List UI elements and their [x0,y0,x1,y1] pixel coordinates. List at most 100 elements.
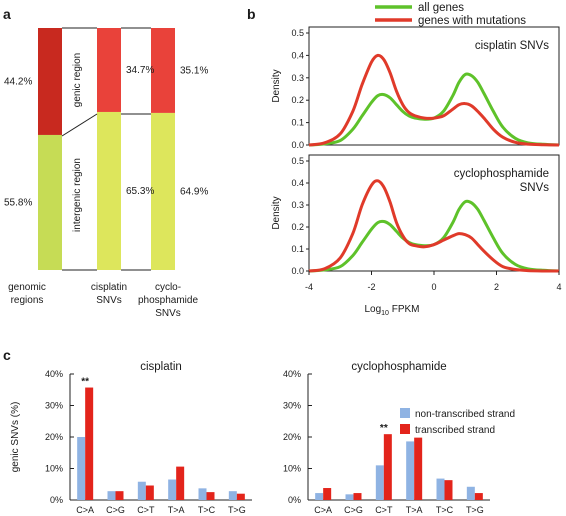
legend-b-label-mutations: genes with mutations [418,15,526,27]
y-tick-label-1-1: 0.1 [291,244,304,254]
x-tick-label-4: 4 [556,282,561,292]
panel-label-a: a [3,6,11,22]
legend-c-label-transcribed: transcribed strand [415,425,495,436]
y-tick-label-0-1: 0.1 [291,118,304,128]
density-line-all-genes-1 [308,199,560,273]
pct-label-genic-1: 34.7% [126,65,154,76]
y-tick-label-0-3: 0.3 [291,73,304,83]
y-tick-label-c-0-4: 40% [45,369,63,379]
panel-label-b: b [247,6,256,22]
y-tick-label-c-1-2: 20% [283,432,301,442]
subplot-title-0-0: cisplatin SNVs [475,40,549,52]
subplot-title-1-0: cyclophosphamide [454,168,549,180]
y-tick-label-c-0-2: 20% [45,432,63,442]
bar-transcribed-1-0 [323,488,332,500]
bar-intergenic-2 [151,112,175,270]
y-tick-label-1-3: 0.3 [291,200,304,210]
category-label-c-1-2: C>T [375,505,393,515]
category-label-0-0: genomic [8,282,46,293]
category-label-c-1-4: T>C [436,505,454,515]
panel-c-strand-bars: genic SNVs (%) cisplatin 0% 10% 20% 30% 40% C>… [10,361,515,515]
category-label-c-0-1: C>G [106,505,125,515]
y-tick-label-1-5: 0.5 [291,156,304,166]
bar-transcribed-1-2 [383,434,392,500]
pct-label-genic-0: 44.2% [4,76,32,87]
legend-c-swatch-blue [400,408,410,418]
density-line-mutations-0 [308,53,560,147]
bar-nontranscribed-0-0 [77,437,86,500]
y-tick-label-1-0: 0.0 [291,266,304,276]
density-line-mutations-1 [308,179,560,273]
category-label-c-1-1: C>G [344,505,363,515]
y-tick-label-c-0-3: 30% [45,401,63,411]
bar-transcribed-1-5 [474,493,483,500]
category-label-c-0-5: T>G [228,505,246,515]
legend-b: all genes genes with mutations [375,2,526,27]
y-axis-label-b-0: Density [271,69,282,102]
y-tick-label-c-1-1: 10% [283,464,301,474]
bar-transcribed-1-1 [353,493,362,500]
x-tick-label-3: 2 [494,282,499,292]
bar-intergenic-0 [38,134,62,270]
category-label-0-1: regions [11,295,44,306]
category-label-c-1-5: T>G [466,505,484,515]
legend-c-swatch-red [400,424,410,434]
genic-region-label: genic region [72,53,83,107]
category-label-2-2: SNVs [155,308,181,319]
x-tick-label-2: 0 [431,282,436,292]
y-tick-label-c-0-1: 10% [45,464,63,474]
bar-genic-0 [38,28,62,135]
panel-b-density-plots: all genes genes with mutations 0.0 0.1 0.2… [271,2,562,317]
panel-label-c: c [3,347,11,363]
bar-nontranscribed-1-1 [345,494,354,500]
bar-intergenic-1 [97,111,121,270]
bar-transcribed-1-3 [414,437,423,500]
panel-a-stacked-bars: genic region intergenic region 44.2% 55.8… [4,27,208,319]
y-tick-label-0-0: 0.0 [291,140,304,150]
bar-nontranscribed-1-3 [406,441,415,500]
subplot-title-c-1: cyclophosphamide [351,361,446,373]
category-label-2-0: cyclo- [155,282,181,293]
subplot-title-1-1: SNVs [520,182,550,194]
bar-transcribed-0-0 [85,387,94,500]
y-tick-label-1-2: 0.2 [291,222,304,232]
legend-c: non-transcribed strand transcribed stran… [400,408,515,436]
category-label-c-1-3: T>A [406,505,423,515]
bar-nontranscribed-0-2 [137,481,146,500]
y-axis-label-b-1: Density [271,196,282,229]
bar-nontranscribed-1-5 [466,486,475,500]
bracket-divider [61,113,98,137]
bar-transcribed-1-4 [444,480,453,500]
category-label-c-0-4: T>C [198,505,216,515]
y-tick-label-c-1-3: 30% [283,401,301,411]
bar-nontranscribed-0-1 [107,491,116,500]
bar-nontranscribed-0-5 [228,491,237,500]
y-tick-label-0-4: 0.4 [291,50,304,60]
subplot-title-c-0: cisplatin [140,361,182,373]
y-axis-label-c: genic SNVs (%) [10,402,21,473]
bar-transcribed-0-2 [145,485,154,500]
bar-nontranscribed-1-4 [436,478,445,500]
bar-nontranscribed-0-3 [168,479,177,500]
y-tick-label-0-2: 0.2 [291,95,304,105]
legend-b-label-all-genes: all genes [418,2,464,14]
category-label-c-1-0: C>A [314,505,332,515]
bar-nontranscribed-1-0 [315,493,324,500]
significance-marker-1-0: ** [380,423,388,434]
bar-nontranscribed-0-4 [198,488,207,500]
bar-nontranscribed-1-2 [375,465,384,500]
bar-transcribed-0-5 [236,493,245,500]
category-label-c-0-3: T>A [168,505,185,515]
bar-genic-2 [151,28,175,113]
pct-label-genic-2: 35.1% [180,65,208,76]
y-tick-label-c-1-0: 0% [288,495,301,505]
y-tick-label-c-1-4: 40% [283,369,301,379]
bar-genic-1 [97,28,121,112]
category-label-c-0-2: C>T [137,505,155,515]
pct-label-intergenic-1: 65.3% [126,186,154,197]
pct-label-intergenic-2: 64.9% [180,186,208,197]
density-line-all-genes-0 [308,72,560,147]
category-label-1-1: SNVs [96,295,122,306]
x-tick-label-1: -2 [367,282,375,292]
category-label-2-1: phosphamide [138,295,198,306]
